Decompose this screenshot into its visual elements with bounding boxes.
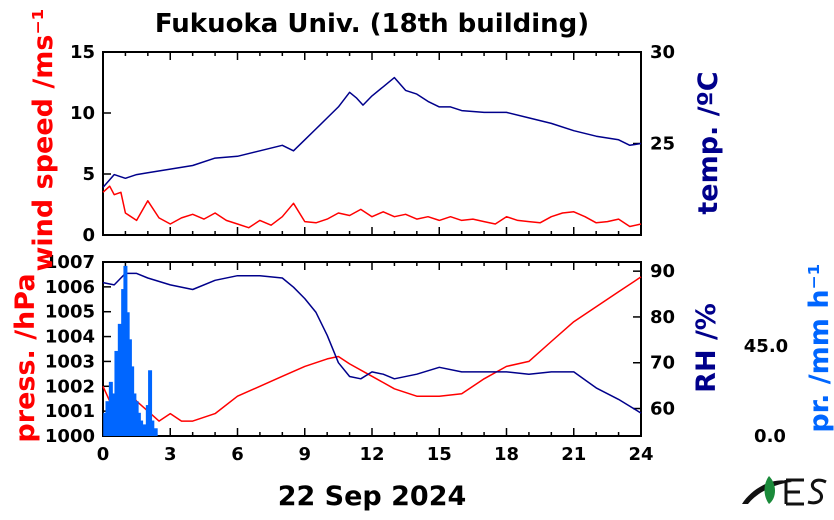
y-left-tick-label: 10 [70,103,95,124]
y-right-tick-label: 70 [650,353,675,374]
precipitation-bar [114,350,119,436]
chart-title: Fukuoka Univ. (18th building) [155,9,589,39]
precipitation-bar [150,420,155,436]
precipitation-axis-label: pr. /mm h⁻¹ [804,263,834,432]
x-tick-label: 3 [164,444,177,465]
precipitation-tick-label: 0.0 [754,426,786,447]
precipitation-bar [108,381,113,436]
precipitation-bar [142,424,147,436]
y-left-tick-label: 1004 [45,327,95,348]
x-tick-label: 12 [359,444,384,465]
pressure-axis-label: press. /hPa [10,273,41,442]
y-right-tick-label: 90 [650,261,675,282]
precipitation-bar [103,412,108,436]
y-left-tick-label: 1007 [45,252,95,273]
y-left-tick-label: 1002 [45,376,95,397]
series-line-pressure [102,276,642,422]
precipitation-bar [130,366,135,436]
precipitation-bar [136,412,141,436]
series-line-temperature [102,76,642,188]
y-left-tick-label: 1000 [45,426,95,447]
precipitation-bar [132,393,137,436]
y-right-tick-label: 25 [650,134,675,155]
precipitation-bar [112,393,117,436]
precipitation-bar [123,265,128,436]
y-left-tick-label: 1005 [45,302,95,323]
logo [742,476,827,506]
date-label: 22 Sep 2024 [278,481,467,512]
precipitation-bar [134,401,139,436]
y-left-tick-label: 1001 [45,401,95,422]
y-left-tick-label: 1003 [45,351,95,372]
y-left-tick-label: 5 [82,164,95,185]
plot-frame [102,51,642,236]
y-right-tick-label: 30 [650,42,675,63]
x-tick-label: 6 [231,444,244,465]
precipitation-bar [125,312,130,436]
logo-letters [784,478,827,506]
y-right-tick-label: 60 [650,399,675,420]
precipitation-bar [105,401,110,436]
y-left-tick-label: 1006 [45,277,95,298]
series-line-wind-speed [102,185,642,229]
precipitation-bar [127,339,132,436]
precipitation-tick-label: 45.0 [744,336,788,357]
wind-speed-axis-label: wind speed /ms⁻¹ [28,8,59,271]
x-tick-label: 0 [97,444,110,465]
precipitation-bar [139,420,144,436]
logo-leaf [764,476,775,504]
temperature-axis-label: temp. /ºC [693,71,724,214]
x-tick-label: 9 [298,444,311,465]
precipitation-bar [117,323,122,436]
precipitation-bar [145,405,150,436]
precipitation-bar [148,370,153,436]
series-line-relative-humidity [102,272,642,414]
humidity-axis-label: RH /% [691,303,722,393]
pressure-humidity-panel: 1000100110021003100410051006100760708090… [45,252,675,465]
wind-temperature-panel: 0 5 10 15 25 30 [70,42,675,246]
y-right-tick-label: 80 [650,307,675,328]
y-left-tick-label: 15 [70,42,95,63]
x-tick-label: 24 [628,444,653,465]
precipitation-bar [121,289,126,436]
precipitation-bar [153,428,158,436]
x-tick-label: 18 [494,444,519,465]
x-tick-label: 15 [427,444,452,465]
x-tick-label: 21 [561,444,586,465]
y-left-tick-label: 0 [82,225,95,246]
